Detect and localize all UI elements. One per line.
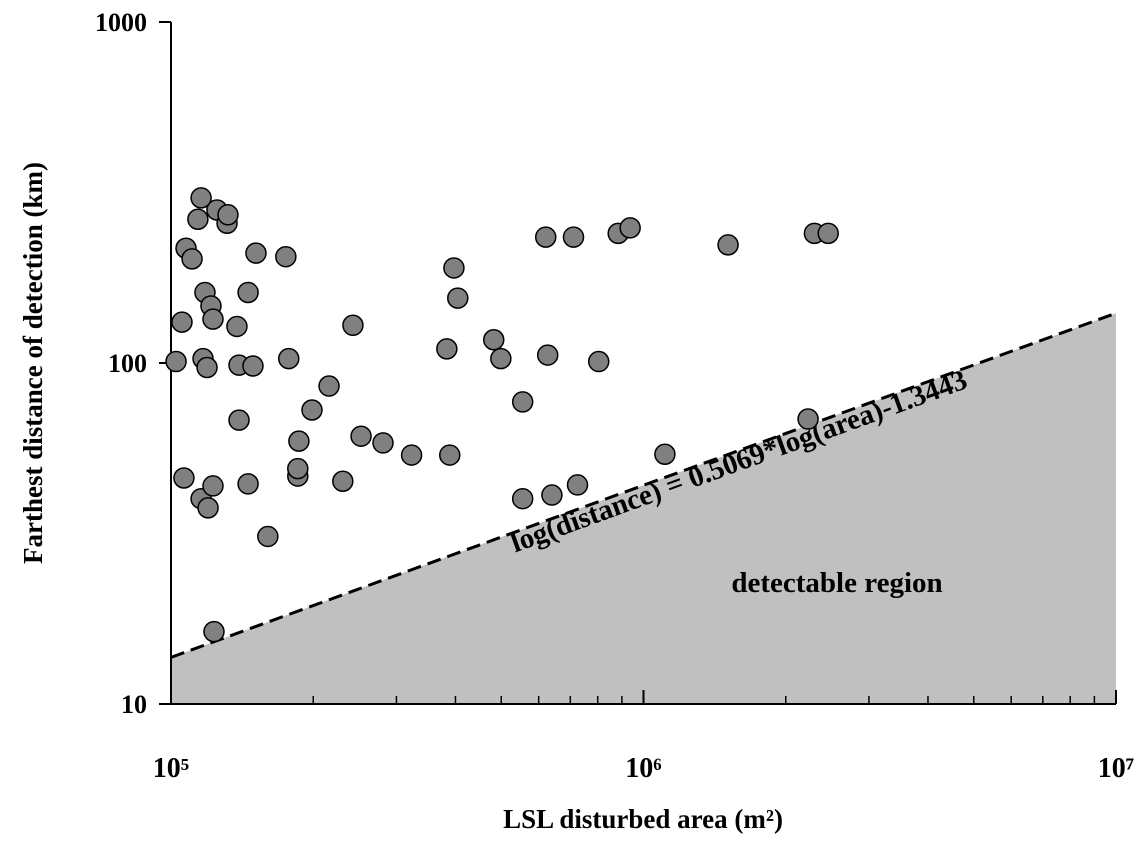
data-point	[277, 347, 300, 370]
data-point	[541, 484, 563, 506]
data-point	[566, 474, 589, 496]
data-point	[187, 208, 209, 230]
data-point	[817, 222, 839, 245]
data-point	[511, 487, 534, 510]
data-point	[202, 308, 224, 330]
data-point	[482, 328, 505, 351]
data-point	[203, 620, 225, 643]
data-point	[287, 457, 309, 480]
data-point	[332, 470, 354, 493]
data-point	[439, 444, 461, 466]
x-tick-label: 10⁷	[1098, 753, 1134, 784]
data-point	[197, 497, 219, 519]
x-axis-label: LSL disturbed area (m²)	[503, 804, 783, 834]
data-point	[226, 315, 248, 338]
data-point	[447, 287, 469, 309]
data-point	[318, 375, 340, 397]
data-point	[342, 314, 364, 337]
data-point	[536, 344, 559, 366]
data-point	[237, 473, 259, 495]
data-point	[190, 187, 212, 209]
data-point	[237, 281, 259, 304]
data-point	[443, 257, 465, 279]
data-point	[490, 347, 512, 370]
data-point	[257, 525, 279, 548]
data-point	[165, 350, 187, 373]
data-point	[275, 245, 297, 268]
data-point	[619, 217, 641, 239]
data-point	[245, 242, 267, 264]
y-tick-label: 100	[108, 349, 147, 378]
detectable-region	[171, 313, 1116, 704]
data-point	[217, 204, 239, 226]
data-point	[288, 430, 310, 452]
data-point	[562, 226, 585, 248]
data-point	[797, 408, 819, 430]
data-point	[400, 444, 423, 466]
data-point	[228, 409, 250, 431]
data-point	[534, 226, 557, 248]
x-tick-label: 10⁶	[625, 753, 661, 784]
data-point	[202, 475, 224, 497]
data-point	[181, 248, 203, 270]
data-point	[436, 338, 458, 360]
data-point	[171, 311, 193, 333]
y-axis-label: Farthest distance of detection (km)	[18, 162, 48, 564]
data-point	[242, 355, 264, 377]
data-point	[196, 356, 218, 379]
data-point	[717, 234, 739, 256]
data-point	[654, 443, 676, 466]
data-point	[173, 467, 195, 489]
data-point	[372, 432, 394, 454]
data-point	[350, 425, 372, 447]
region-label: detectable region	[731, 567, 942, 599]
data-point	[511, 391, 534, 413]
y-tick-label: 10	[121, 690, 147, 719]
y-tick-label: 1000	[95, 8, 147, 37]
data-point	[587, 350, 610, 373]
data-point	[301, 399, 323, 421]
x-tick-label: 10⁵	[153, 753, 189, 784]
